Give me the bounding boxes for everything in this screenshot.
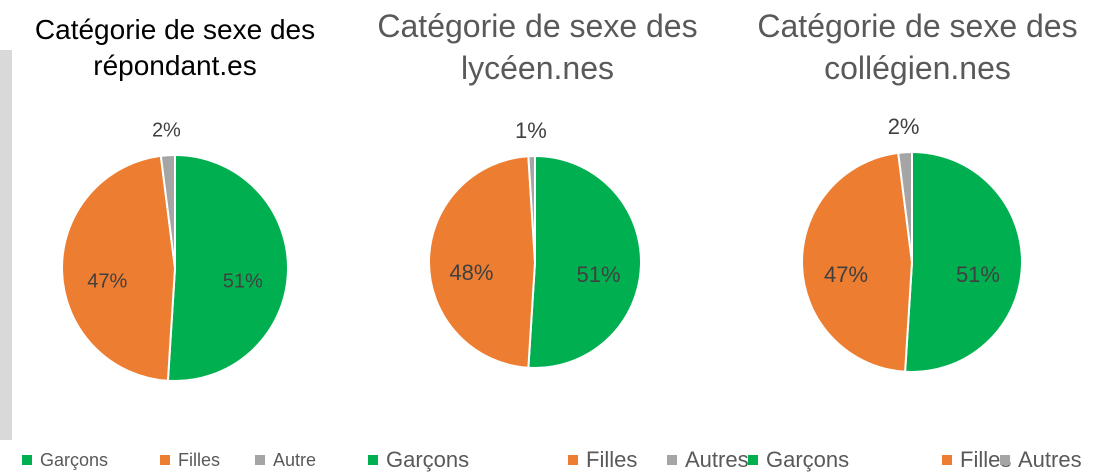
pie-slice [801, 151, 914, 373]
pie-slice [159, 153, 176, 269]
data-label: 47% [87, 270, 127, 292]
legend-marker [942, 455, 952, 465]
pie-slice [897, 150, 913, 263]
legend-label: Garçons [766, 447, 849, 472]
data-label: 2% [888, 114, 920, 139]
pie-slice [166, 153, 289, 382]
pie-slice [427, 155, 537, 369]
pie-slice [904, 150, 1023, 373]
legend-marker [160, 455, 170, 465]
legend-marker [22, 455, 32, 465]
legend-marker [748, 455, 758, 465]
legend-marker [568, 455, 578, 465]
legend-label: Filles [178, 450, 220, 470]
legend-label: Autres [685, 447, 749, 472]
chart-title: Catégorie de sexe des lycéen.nes [377, 8, 698, 86]
legend-marker [368, 455, 378, 465]
legend-label: Autres [1018, 447, 1082, 472]
legend-label: Filles [586, 447, 637, 472]
legend-label: Garçons [40, 450, 108, 470]
data-label: 48% [449, 260, 493, 285]
pie-slice [527, 154, 642, 369]
data-label: 1% [515, 118, 547, 143]
legend-label: Garçons [386, 447, 469, 472]
data-label: 47% [824, 262, 868, 287]
chart-title: Catégorie de sexe des répondant.es [34, 14, 316, 82]
data-label: 51% [956, 262, 1000, 287]
legend-marker [255, 455, 265, 465]
legend-label: Autre [273, 450, 316, 470]
pie-slice [527, 154, 536, 263]
data-label: 51% [223, 270, 263, 292]
data-label: 2% [152, 120, 181, 142]
data-label: 51% [577, 262, 621, 287]
pie-slice [61, 154, 177, 382]
side-bar [0, 50, 12, 440]
chart-title: Catégorie de sexe des collégien.nes [757, 8, 1078, 86]
legend-marker [667, 455, 677, 465]
legend-marker [1000, 455, 1010, 465]
